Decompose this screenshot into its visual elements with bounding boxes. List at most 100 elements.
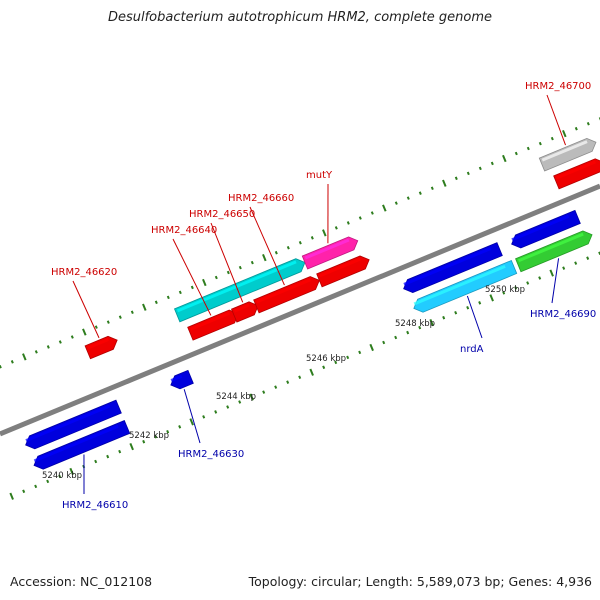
minor-tick [358, 216, 362, 220]
minor-tick [58, 474, 62, 479]
minor-tick [226, 405, 230, 409]
scale-label: 5242 kbp [129, 431, 169, 441]
major-tick [309, 368, 314, 376]
minor-tick [478, 166, 482, 171]
minor-tick [106, 454, 110, 459]
minor-tick [394, 335, 398, 340]
minor-tick [34, 350, 38, 354]
minor-tick [454, 176, 458, 181]
minor-tick [322, 365, 326, 370]
gene-highlight [413, 264, 506, 306]
minor-tick [538, 276, 542, 280]
major-tick [69, 467, 74, 476]
minor-tick [190, 285, 194, 290]
gene-highlight [233, 303, 250, 313]
gene-mutYb[interactable] [301, 234, 360, 270]
gene-highlight [33, 424, 119, 463]
minor-tick [238, 400, 242, 404]
gene-nrdAb[interactable] [401, 242, 503, 296]
minor-tick [166, 295, 170, 300]
minor-tick [214, 275, 218, 280]
major-tick [142, 303, 147, 311]
gene-highlight [25, 404, 111, 442]
gene-arrow[interactable] [230, 299, 260, 323]
gene-nrdA[interactable] [411, 259, 518, 315]
minor-tick [454, 310, 458, 315]
gene-HRM2_46630[interactable] [168, 369, 194, 391]
gene-arrow[interactable] [301, 234, 360, 270]
minor-tick [118, 315, 122, 319]
tick-layer [0, 117, 600, 500]
minor-tick [274, 250, 278, 255]
scale-label-layer: 5240 kbp 5242 kbp 5244 kbp 5246 kbp 5248 kbp… [42, 285, 525, 481]
minor-tick [0, 365, 2, 369]
gene-arrow[interactable] [168, 369, 194, 391]
gene-mutY[interactable] [316, 253, 372, 288]
gene-label[interactable]: mutY [306, 170, 333, 181]
gene-highlight [170, 374, 183, 382]
gene-label[interactable]: HRM2_46640 [151, 225, 217, 236]
gene-label[interactable]: HRM2_46630 [178, 449, 244, 460]
major-tick [262, 254, 267, 262]
minor-tick [154, 434, 158, 439]
minor-tick [238, 265, 242, 270]
gene-label[interactable]: HRM2_46660 [228, 193, 294, 204]
gene-arrow[interactable] [173, 256, 307, 323]
gene-arrow[interactable] [515, 228, 595, 273]
gene-label[interactable]: HRM2_46610 [62, 500, 128, 511]
accession-text: Accession: NC_012108 [10, 574, 153, 589]
gene-arrow[interactable] [538, 136, 598, 172]
label-leader [183, 389, 201, 444]
gene-highlight [87, 338, 109, 350]
major-tick [202, 278, 207, 287]
gene-highlight [517, 232, 584, 263]
gene-arrow[interactable] [253, 274, 322, 314]
label-leader [466, 295, 483, 339]
minor-tick [10, 360, 14, 364]
minor-tick [214, 410, 218, 414]
gene-HRM2_46610[interactable] [31, 419, 131, 471]
minor-tick [466, 171, 470, 176]
label-layer: HRM2_46610 HRM2_46620 HRM2_46630 HRM2_46640… [51, 81, 596, 511]
minor-tick [550, 136, 554, 141]
map-title: Desulfobacterium autotrophicum HRM2, com… [107, 10, 493, 25]
gene-label[interactable]: nrdA [460, 344, 484, 355]
scale-label: 5244 kbp [216, 392, 256, 402]
label-leader [172, 238, 212, 316]
minor-tick [274, 385, 278, 389]
minor-tick [574, 261, 578, 265]
gene-HRM2_46620[interactable] [84, 334, 120, 360]
gene-HRM2_46650[interactable] [230, 299, 260, 323]
gene-HRM2_46700[interactable] [553, 156, 600, 190]
scale-label: 5250 kbp [485, 285, 525, 295]
gene-HRM2_46660[interactable] [253, 274, 322, 314]
gene-arrow[interactable] [316, 253, 372, 288]
minor-tick [310, 236, 314, 240]
genome-summary-text: Topology: circular; Length: 5,589,073 bp… [248, 574, 592, 589]
minor-tick [178, 290, 182, 295]
minor-tick [58, 340, 62, 344]
gene-HRM2_46610b[interactable] [23, 399, 122, 451]
gene-HRM2_46690[interactable] [515, 228, 595, 273]
gene-HRM2_46700b[interactable] [538, 136, 598, 172]
minor-tick [226, 270, 230, 275]
gene-HRM2_46690b[interactable] [509, 209, 581, 250]
minor-tick [526, 146, 530, 151]
major-tick [382, 204, 387, 212]
gene-label[interactable]: HRM2_46700 [525, 81, 591, 92]
label-leader [551, 258, 560, 304]
major-tick [82, 328, 87, 336]
gene-label[interactable]: HRM2_46690 [530, 309, 596, 320]
gene-label[interactable]: HRM2_46620 [51, 267, 117, 278]
minor-tick [586, 121, 590, 126]
major-tick [549, 269, 554, 277]
gene-highlight [256, 278, 312, 304]
gene-arrow[interactable] [84, 334, 120, 360]
minor-tick [442, 315, 446, 320]
gene-label[interactable]: HRM2_46650 [189, 209, 255, 220]
label-leader [249, 206, 285, 286]
gene-arrow[interactable] [553, 156, 600, 190]
major-tick [189, 418, 194, 426]
label-leader-layer [72, 94, 566, 495]
